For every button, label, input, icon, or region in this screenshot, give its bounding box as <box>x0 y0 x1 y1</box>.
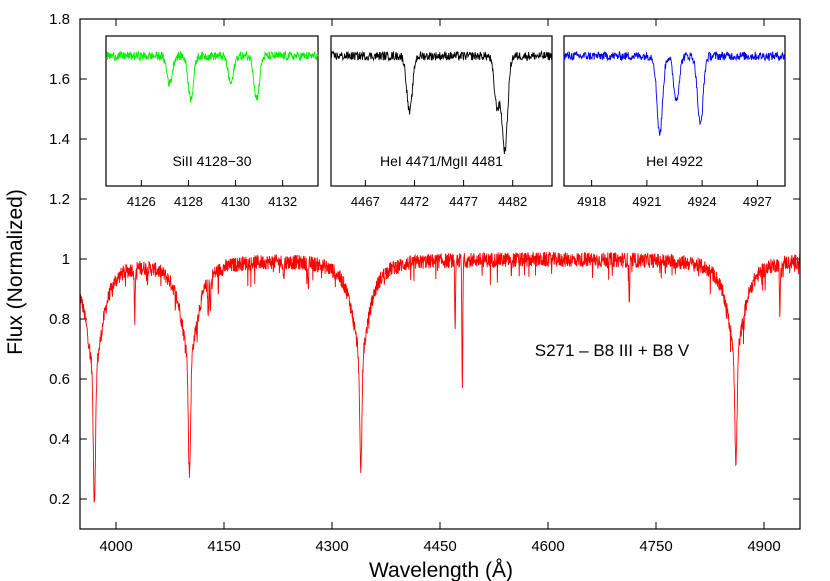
inset-x-tick-label: 4472 <box>400 194 429 209</box>
spectrum-annotation: S271 – B8 III + B8 V <box>535 341 690 360</box>
x-tick-label: 4300 <box>315 538 348 555</box>
x-tick-label: 4750 <box>639 538 672 555</box>
inset-x-tick-label: 4921 <box>632 194 661 209</box>
inset-x-tick-label: 4477 <box>449 194 478 209</box>
main-plot-frame <box>79 18 801 530</box>
x-tick-label: 4900 <box>747 538 780 555</box>
inset-x-tick-label: 4918 <box>577 194 606 209</box>
inset-frame <box>563 35 786 187</box>
x-tick-label: 4450 <box>423 538 456 555</box>
x-tick-label: 4150 <box>207 538 240 555</box>
inset-x-tick-label: 4482 <box>498 194 527 209</box>
inset-x-tick-label: 4128 <box>174 194 203 209</box>
y-tick-label: 0.2 <box>49 491 70 508</box>
y-tick-label: 1.2 <box>49 191 70 208</box>
spectrum-series-line <box>79 251 801 503</box>
inset-x-tick-label: 4467 <box>351 194 380 209</box>
inset-label: SiII 4128−30 <box>172 153 251 169</box>
inset-plot: 4467 4472 4477 4482 HeI 4471/MgII 4481 <box>330 35 553 209</box>
y-tick-label: 1.4 <box>49 131 70 148</box>
inset-x-tick-label: 4924 <box>688 194 717 209</box>
inset-frame <box>105 35 319 187</box>
y-tick-label: 1.8 <box>49 11 70 28</box>
inset-x-tick-label: 4132 <box>268 194 297 209</box>
main-plot: 0.2 0.4 0.6 0.8 1 1.2 1.4 1.6 1.8 4000 4150 4300 445… <box>49 11 801 555</box>
inset-series-line <box>330 49 553 155</box>
y-tick-label: 0.4 <box>49 431 70 448</box>
inset-x-tick-label: 4126 <box>127 194 156 209</box>
y-tick-label: 1.6 <box>49 71 70 88</box>
inset-series-line <box>563 50 786 136</box>
inset-label: HeI 4471/MgII 4481 <box>380 153 503 169</box>
x-tick-label: 4000 <box>99 538 132 555</box>
x-tick-label: 4600 <box>531 538 564 555</box>
y-tick-label: 0.8 <box>49 311 70 328</box>
inset-plot: 4126 4128 4130 4132 SiII 4128−30 <box>105 35 319 209</box>
x-axis-label: Wavelength (Å) <box>369 559 513 581</box>
inset-x-tick-label: 4130 <box>221 194 250 209</box>
y-tick-label: 0.6 <box>49 371 70 388</box>
inset-label: HeI 4922 <box>646 153 703 169</box>
inset-plot: 4918 4921 4924 4927 HeI 4922 <box>563 35 786 209</box>
y-axis-label: Flux (Normalized) <box>4 189 27 355</box>
inset-x-tick-label: 4927 <box>743 194 772 209</box>
inset-plots: 4126 4128 4130 4132 SiII 4128−30 4467 4472 4477… <box>105 35 786 209</box>
inset-series-line <box>105 50 319 103</box>
y-tick-label: 1 <box>62 251 70 268</box>
